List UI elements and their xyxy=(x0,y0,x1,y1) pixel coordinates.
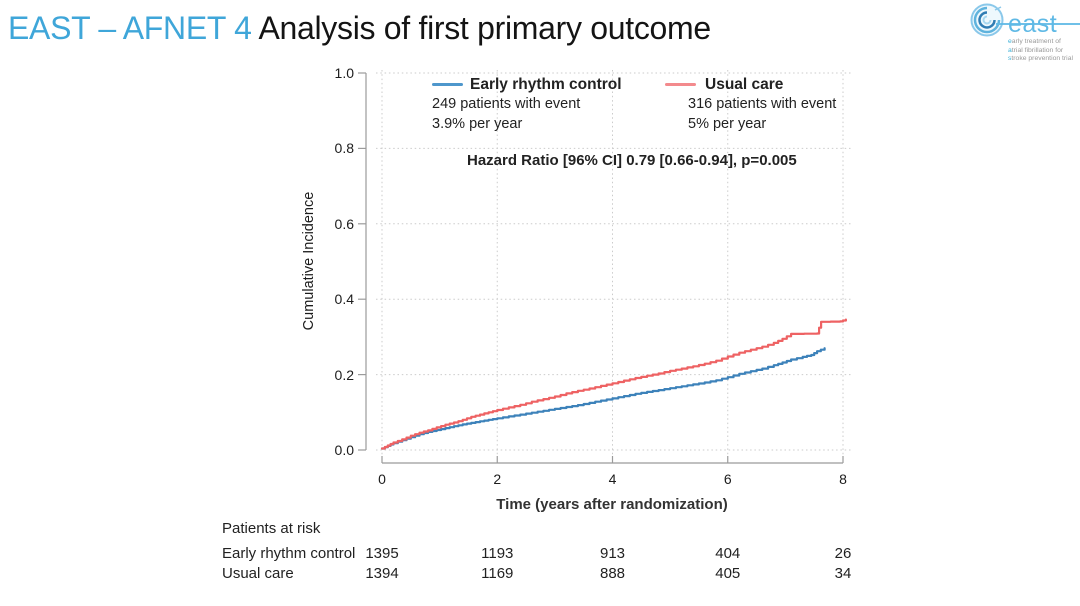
risk-count: 1169 xyxy=(481,565,514,582)
y-tick-label: 1.0 xyxy=(334,65,354,81)
risk-row-label-early-rhythm-control: Early rhythm control xyxy=(222,545,356,562)
y-tick-label: 0.4 xyxy=(334,291,354,308)
event-rate-usual-care: 5% per year xyxy=(688,116,767,132)
legend-line-usual-care xyxy=(665,83,696,86)
risk-row-label-usual-care: Usual care xyxy=(222,565,294,582)
risk-count: 913 xyxy=(599,545,626,562)
risk-count: 405 xyxy=(715,565,741,582)
event-rate-early-rhythm-control: 3.9% per year xyxy=(432,116,523,132)
risk-counts-row-usual-care: 1394 1169 888 405 34 xyxy=(0,565,1080,583)
risk-table-title: Patients at risk xyxy=(222,520,321,537)
x-tick-label: 4 xyxy=(608,471,617,487)
x-tick-label: 0 xyxy=(378,471,386,487)
risk-count: 404 xyxy=(715,545,741,562)
legend-label-usual-care: Usual care xyxy=(705,76,784,93)
east-trial-logo: east early treatment of atrial fibrillat… xyxy=(968,0,1080,66)
page-title: EAST – AFNET 4 Analysis of first primary… xyxy=(8,10,711,47)
title-trial-name: EAST – AFNET 4 xyxy=(8,10,252,46)
x-tick-label: 2 xyxy=(493,471,502,487)
logo-strike-line xyxy=(996,23,1080,25)
logo-tagline-line1: early treatment of xyxy=(1008,38,1061,45)
logo-tagline-line2: atrial fibrillation for xyxy=(1008,46,1064,54)
risk-counts-row-early-rhythm-control: 1395 1193 913 404 26 xyxy=(0,545,1080,563)
hazard-ratio-annotation: Hazard Ratio [96% CI] 0.79 [0.66-0.94], … xyxy=(467,152,797,169)
y-tick-label: 0.0 xyxy=(334,442,354,458)
legend-line-early-rhythm-control xyxy=(432,83,463,86)
risk-count: 26 xyxy=(834,545,852,562)
risk-count: 1193 xyxy=(481,545,514,562)
x-axis-title: Time (years after randomization) xyxy=(496,496,728,513)
x-tick-label: 8 xyxy=(839,471,847,487)
risk-count: 34 xyxy=(834,565,852,582)
risk-count: 1395 xyxy=(365,545,399,562)
legend-label-early-rhythm-control: Early rhythm control xyxy=(470,76,622,93)
x-tick-label: 6 xyxy=(723,471,732,487)
logo-tagline-line3: stroke prevention trial xyxy=(1008,55,1073,62)
title-subject: Analysis of first primary outcome xyxy=(251,10,711,46)
risk-count: 888 xyxy=(599,565,626,582)
events-count-usual-care: 316 patients with event xyxy=(688,96,837,112)
east-swirl-icon xyxy=(970,3,1004,37)
risk-count: 1394 xyxy=(365,565,399,582)
y-tick-label: 0.8 xyxy=(334,140,354,157)
y-tick-label: 0.2 xyxy=(334,366,354,383)
events-count-early-rhythm-control: 249 patients with event xyxy=(432,96,581,112)
y-tick-label: 0.6 xyxy=(334,215,354,232)
